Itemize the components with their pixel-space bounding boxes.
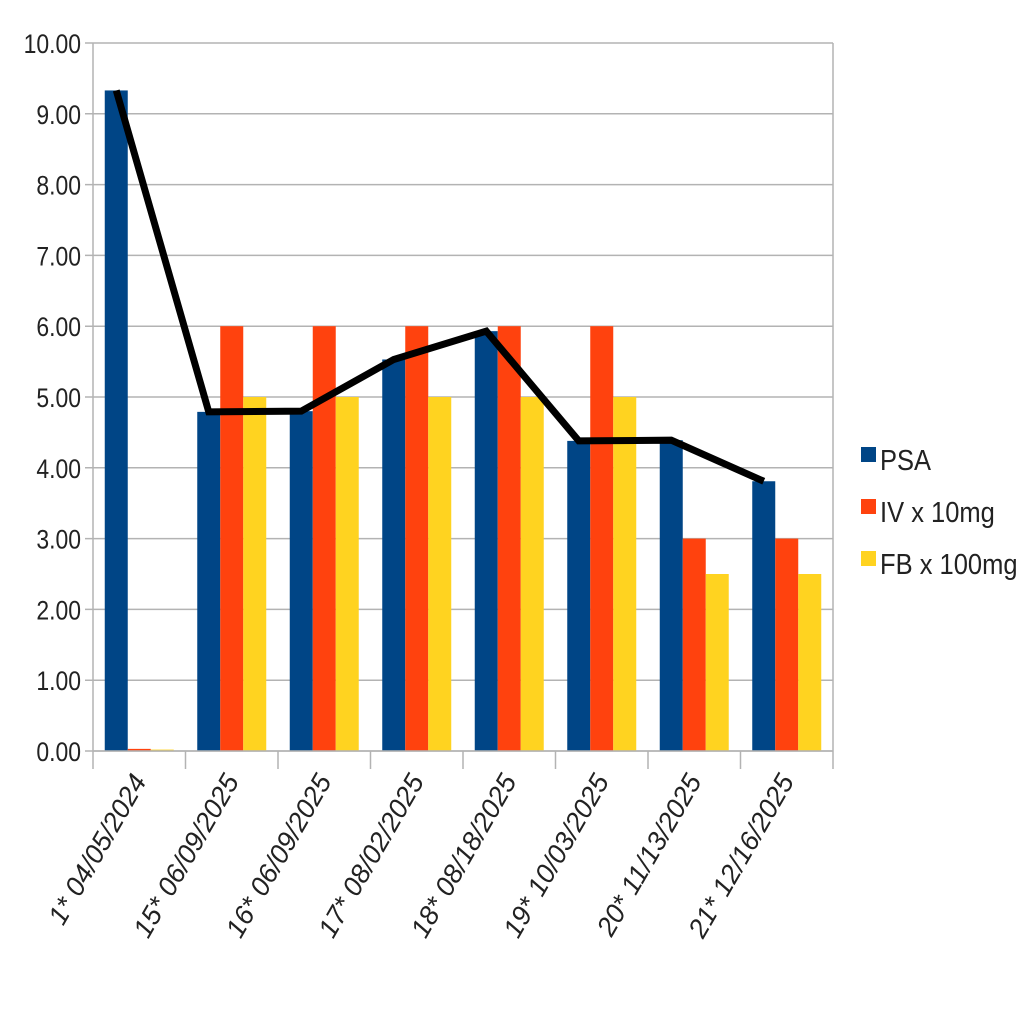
y-tick-label: 4.00	[36, 454, 81, 484]
bars	[104, 90, 822, 752]
legend: PSA IV x 10mg FB x 100mg	[861, 443, 1018, 580]
bar-iv-x-10mg	[312, 326, 336, 751]
bar-psa	[752, 481, 776, 751]
bar-psa	[659, 440, 683, 751]
x-axis	[92, 750, 834, 769]
y-tick-label: 3.00	[36, 525, 81, 555]
psa-line	[112, 89, 766, 485]
bar-fb-x-100mg	[705, 574, 729, 751]
bar-psa	[289, 411, 313, 751]
y-tick-label: 8.00	[36, 171, 81, 201]
legend-swatch	[861, 551, 876, 566]
bar-fb-x-100mg	[335, 397, 359, 751]
x-tick-label: 1* 04/05/2024	[42, 769, 152, 930]
y-tick-label: 7.00	[36, 242, 81, 272]
bar-iv-x-10mg	[682, 538, 706, 751]
y-tick-label: 10.00	[24, 29, 81, 59]
y-axis-ticks: 0.00 1.00 2.00 3.00 4.00 5.00 6.00 7.00 8.00 9.00…	[24, 29, 81, 767]
bar-iv-x-10mg	[127, 748, 151, 751]
bar-iv-x-10mg	[220, 326, 244, 751]
bar-psa	[382, 359, 406, 751]
bar-psa	[197, 411, 221, 751]
y-tick-label: 1.00	[36, 666, 81, 696]
bar-iv-x-10mg	[405, 326, 429, 751]
legend-swatch	[861, 447, 876, 462]
bar-iv-x-10mg	[775, 538, 799, 751]
bar-fb-x-100mg	[798, 574, 822, 751]
y-tick-label: 9.00	[36, 100, 81, 130]
y-tick-label: 5.00	[36, 383, 81, 413]
legend-label: FB x 100mg	[880, 547, 1017, 580]
legend-swatch	[861, 499, 876, 514]
bar-fb-x-100mg	[428, 397, 452, 751]
bar-psa	[104, 90, 128, 752]
bar-psa	[567, 440, 591, 751]
y-tick-label: 2.00	[36, 596, 81, 626]
y-tick-label: 0.00	[36, 737, 81, 767]
bar-fb-x-100mg	[613, 397, 637, 751]
bar-fb-x-100mg	[243, 397, 267, 751]
bar-fb-x-100mg	[520, 397, 544, 751]
psa-trend-line	[112, 89, 766, 485]
bar-psa	[474, 331, 498, 751]
legend-label: PSA	[880, 443, 932, 476]
legend-label: IV x 10mg	[880, 495, 995, 528]
bar-iv-x-10mg	[497, 326, 521, 751]
y-tick-label: 6.00	[36, 312, 81, 342]
bar-iv-x-10mg	[590, 326, 614, 751]
